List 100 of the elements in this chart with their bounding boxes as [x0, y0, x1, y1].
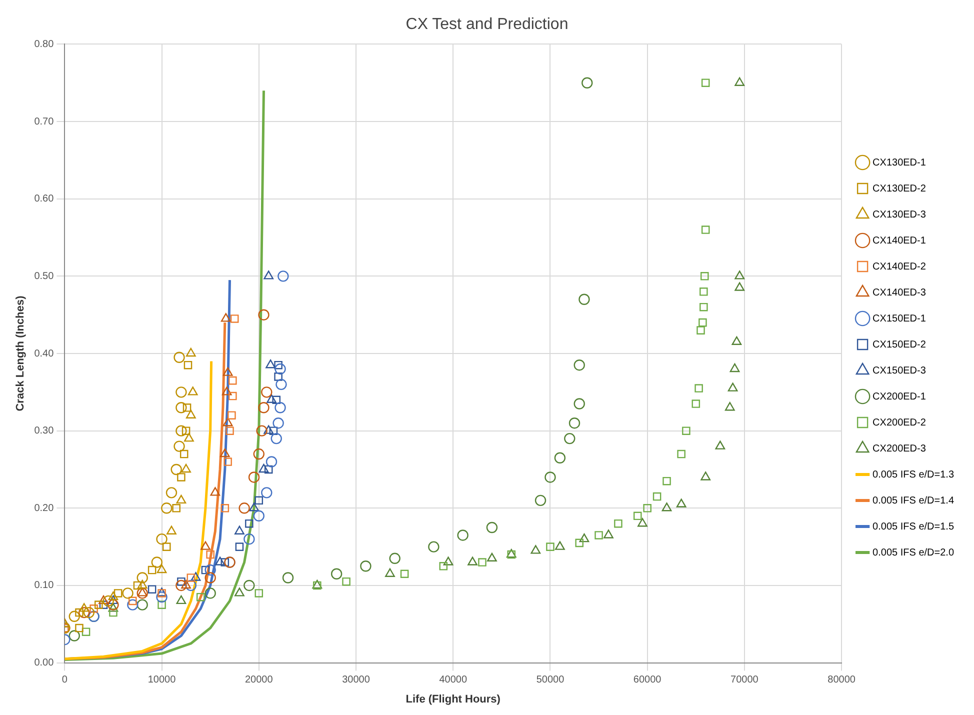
- point: [234, 588, 244, 596]
- point: [254, 589, 264, 598]
- point: [166, 487, 178, 498]
- point: [176, 595, 186, 604]
- point: [604, 530, 614, 538]
- y-tick-label: 0.60: [34, 194, 54, 205]
- point: [133, 581, 142, 590]
- y-axis-title: Crack Length (Inches): [14, 295, 27, 412]
- y-tick-label: 0.10: [34, 580, 54, 592]
- point: [443, 556, 454, 566]
- y-tick-label: 0.20: [34, 502, 54, 514]
- point: [272, 396, 281, 404]
- x-tick-label: 40000: [439, 674, 468, 686]
- point: [258, 309, 270, 320]
- point: [682, 426, 690, 435]
- point: [127, 599, 138, 610]
- point: [652, 492, 662, 501]
- point: [148, 585, 156, 594]
- point: [222, 386, 232, 396]
- point: [174, 352, 185, 363]
- point: [264, 425, 274, 434]
- point: [385, 568, 395, 577]
- legend-label: CX150ED-3: [872, 365, 926, 376]
- point: [734, 77, 745, 86]
- point: [136, 588, 148, 599]
- point: [692, 400, 700, 408]
- point: [238, 502, 250, 514]
- point: [696, 326, 705, 334]
- point: [226, 426, 234, 435]
- point: [594, 531, 603, 540]
- point: [643, 504, 652, 512]
- point: [196, 592, 205, 602]
- point: [734, 270, 745, 280]
- point: [220, 504, 230, 512]
- point: [108, 591, 118, 600]
- point: [222, 417, 233, 426]
- point: [700, 302, 708, 312]
- point: [200, 541, 210, 550]
- y-tick-label: 0.00: [34, 658, 54, 669]
- point: [614, 519, 622, 528]
- point: [676, 498, 686, 508]
- point: [108, 595, 118, 604]
- point: [162, 542, 171, 551]
- point: [253, 448, 264, 460]
- point: [122, 588, 134, 599]
- point: [457, 530, 468, 541]
- point: [266, 456, 278, 468]
- point: [274, 372, 282, 381]
- point: [258, 402, 270, 414]
- point: [136, 572, 148, 584]
- point: [715, 440, 726, 450]
- point: [206, 550, 214, 559]
- point: [184, 432, 194, 442]
- point: [177, 473, 186, 482]
- point: [662, 476, 671, 486]
- point: [186, 410, 196, 418]
- x-axis-title: Life (Flight Hours): [406, 693, 501, 706]
- point: [176, 386, 187, 398]
- x-tick-label: 50000: [536, 674, 565, 686]
- point: [176, 425, 187, 436]
- point: [700, 272, 709, 280]
- point: [245, 519, 254, 528]
- legend-label: 0.005 IFS e/D=1.3: [872, 469, 954, 480]
- point: [428, 541, 440, 552]
- point: [360, 560, 372, 572]
- point: [574, 360, 585, 371]
- point: [400, 570, 409, 578]
- legend-label: CX140ED-2: [872, 261, 926, 272]
- point: [176, 580, 187, 592]
- point: [261, 386, 272, 398]
- point: [734, 282, 745, 291]
- point: [261, 487, 272, 498]
- point: [342, 577, 350, 586]
- point: [730, 363, 740, 372]
- point: [228, 392, 237, 400]
- point: [270, 432, 282, 444]
- point: [166, 526, 176, 534]
- point: [244, 580, 255, 592]
- point: [78, 606, 90, 618]
- point: [137, 580, 148, 589]
- legend-label: CX130ED-3: [872, 209, 926, 220]
- legend-label: 0.005 IFS e/D=1.4: [872, 495, 954, 506]
- point: [204, 572, 216, 584]
- x-tick-label: 20000: [244, 674, 274, 686]
- legend-label: CX140ED-3: [872, 287, 926, 298]
- point: [136, 599, 148, 610]
- point: [253, 510, 264, 522]
- point: [170, 464, 182, 476]
- x-tick-label: 30000: [342, 674, 370, 686]
- point: [98, 595, 108, 604]
- point: [278, 270, 289, 282]
- point: [230, 314, 239, 323]
- point: [698, 318, 707, 327]
- point: [274, 402, 286, 414]
- point: [185, 580, 197, 592]
- point: [181, 464, 191, 473]
- point: [102, 595, 114, 607]
- point: [468, 556, 478, 566]
- legend-label: CX150ED-2: [872, 339, 926, 350]
- point: [266, 360, 276, 368]
